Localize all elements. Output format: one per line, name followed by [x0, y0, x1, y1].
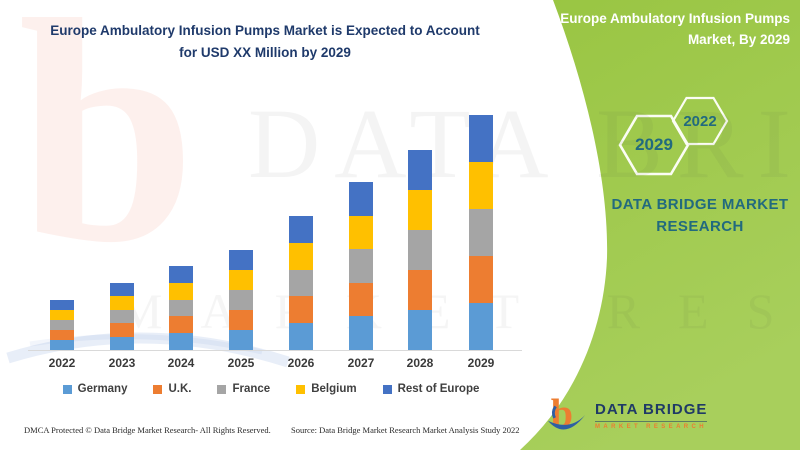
- bar-segment-u-k: [349, 282, 373, 317]
- axis-label-2026: 2026: [287, 356, 315, 370]
- panel-brand-line2: RESEARCH: [656, 217, 744, 235]
- bar-segment-u-k: [229, 310, 253, 330]
- axis-label-2029: 2029: [467, 356, 495, 370]
- bar-segment-germany: [229, 330, 253, 350]
- bar-segment-belgium: [110, 296, 134, 310]
- bar-segment-belgium: [169, 282, 193, 300]
- legend-item-belgium: Belgium: [296, 383, 357, 395]
- bar-2029: [469, 115, 493, 350]
- bar-2027: [349, 182, 373, 350]
- bar-segment-belgium: [289, 242, 313, 270]
- legend-label-germany: Germany: [77, 383, 128, 395]
- bar-segment-germany: [349, 316, 373, 350]
- legend-swatch-u-k: [153, 384, 163, 394]
- bar-segment-rest-of-europe: [229, 250, 253, 270]
- bar-segment-belgium: [50, 310, 74, 320]
- x-axis-line: [28, 350, 522, 351]
- bar-segment-france: [349, 249, 373, 283]
- axis-label-2024: 2024: [167, 356, 195, 370]
- bar-segment-rest-of-europe: [349, 182, 373, 216]
- data-bridge-logo: b DATA BRIDGE MARKET RESEARCH: [546, 393, 708, 439]
- legend-item-u-k: U.K.: [153, 383, 191, 395]
- bar-2022: [50, 300, 74, 350]
- footer-source-text: Source: Data Bridge Market Research Mark…: [291, 425, 520, 435]
- axis-label-2028: 2028: [406, 356, 434, 370]
- legend-label-belgium: Belgium: [311, 383, 357, 395]
- data-bridge-logo-icon: b: [547, 393, 586, 436]
- bar-segment-rest-of-europe: [469, 115, 493, 162]
- legend-label-rest-of-europe: Rest of Europe: [397, 383, 480, 395]
- legend-label-france: France: [232, 383, 271, 395]
- bar-segment-france: [289, 269, 313, 297]
- panel-title-line2: Market, By 2029: [687, 31, 790, 47]
- bar-segment-u-k: [469, 256, 493, 303]
- bar-2028: [408, 150, 432, 350]
- bar-segment-belgium: [349, 215, 373, 250]
- bar-segment-france: [229, 290, 253, 310]
- bar-segment-rest-of-europe: [110, 283, 134, 297]
- hexagon-year-2022: 2022: [683, 112, 717, 130]
- bar-segment-france: [110, 309, 134, 324]
- axis-label-2023: 2023: [108, 356, 136, 370]
- bar-segment-rest-of-europe: [408, 150, 432, 190]
- legend-swatch-germany: [62, 384, 72, 394]
- bar-segment-france: [408, 230, 432, 270]
- panel-title: Europe Ambulatory Infusion Pumps Market,…: [480, 9, 790, 51]
- bar-2025: [229, 250, 253, 350]
- legend-swatch-belgium: [296, 384, 306, 394]
- legend-item-germany: Germany: [62, 383, 128, 395]
- bar-segment-germany: [169, 333, 193, 350]
- bar-segment-france: [469, 209, 493, 256]
- axis-label-2025: 2025: [227, 356, 255, 370]
- bar-segment-germany: [289, 323, 313, 350]
- bar-segment-germany: [50, 340, 74, 350]
- bar-segment-belgium: [408, 190, 432, 230]
- legend-item-france: France: [217, 383, 270, 395]
- chart-title-line2: for USD XX Million by 2029: [179, 45, 351, 61]
- bar-segment-rest-of-europe: [169, 266, 193, 283]
- bar-segment-france: [169, 299, 193, 317]
- logo-subtitle: MARKET RESEARCH: [595, 423, 708, 430]
- bar-segment-belgium: [469, 162, 493, 209]
- bar-segment-u-k: [289, 296, 313, 324]
- chart-title: Europe Ambulatory Infusion Pumps Market …: [15, 20, 515, 65]
- chart-legend: Germany U.K. France Belgium Rest of Europe: [25, 383, 517, 395]
- bar-segment-u-k: [110, 323, 134, 337]
- axis-label-2022: 2022: [48, 356, 76, 370]
- bar-segment-u-k: [50, 330, 74, 340]
- bar-segment-rest-of-europe: [289, 216, 313, 243]
- bar-segment-u-k: [169, 316, 193, 334]
- bar-segment-rest-of-europe: [50, 300, 74, 310]
- panel-brand-text: DATA BRIDGE MARKET RESEARCH: [598, 194, 800, 238]
- chart-title-line1: Europe Ambulatory Infusion Pumps Market …: [50, 23, 480, 38]
- bar-2024: [169, 266, 193, 350]
- hexagon-2029-outline: [618, 114, 690, 176]
- bar-2023: [110, 283, 134, 350]
- panel-title-line1: Europe Ambulatory Infusion Pumps: [560, 11, 790, 26]
- bar-segment-u-k: [408, 270, 432, 310]
- footer-dmca-text: DMCA Protected © Data Bridge Market Rese…: [24, 425, 271, 435]
- bar-segment-france: [50, 320, 74, 330]
- bar-segment-belgium: [229, 270, 253, 290]
- legend-swatch-rest-of-europe: [382, 384, 392, 394]
- axis-label-2027: 2027: [347, 356, 375, 370]
- hexagon-year-2029: 2029: [635, 135, 673, 154]
- panel-brand-line1: DATA BRIDGE MARKET: [611, 196, 789, 213]
- bar-segment-germany: [110, 336, 134, 350]
- legend-item-rest-of-europe: Rest of Europe: [382, 383, 480, 395]
- bar-2026: [289, 216, 313, 350]
- bar-segment-germany: [408, 310, 432, 350]
- legend-swatch-france: [217, 384, 227, 394]
- legend-label-u-k: U.K.: [168, 383, 192, 395]
- bar-segment-germany: [469, 303, 493, 350]
- logo-title: DATA BRIDGE: [595, 402, 708, 422]
